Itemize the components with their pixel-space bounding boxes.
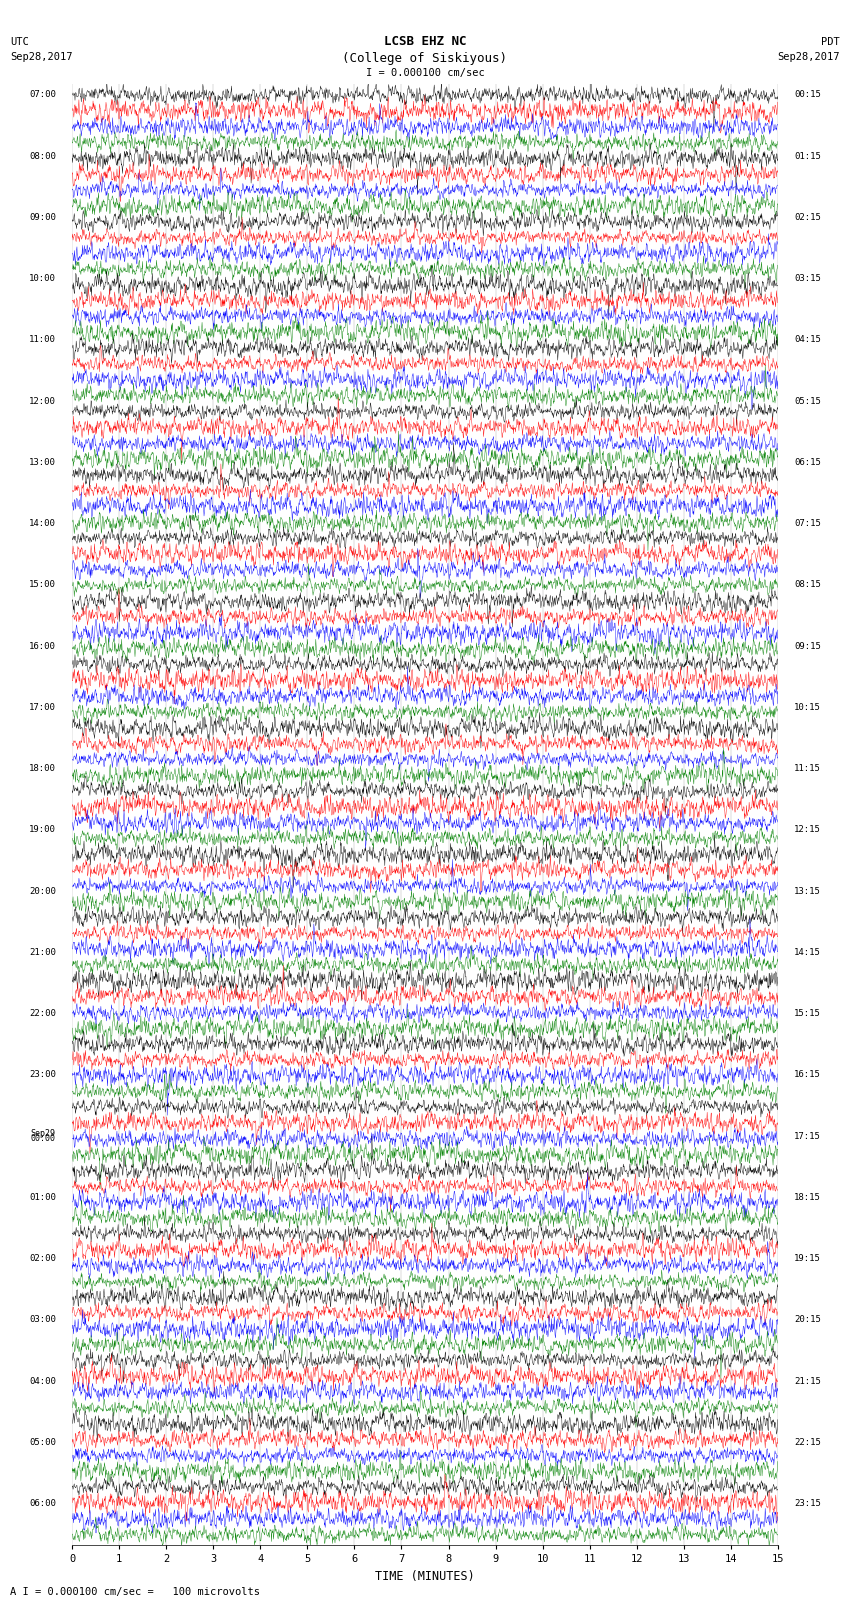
Text: 19:15: 19:15 (794, 1253, 821, 1263)
Text: 07:00: 07:00 (29, 90, 56, 100)
Text: 11:00: 11:00 (29, 336, 56, 345)
Text: 08:15: 08:15 (794, 581, 821, 589)
Text: 15:00: 15:00 (29, 581, 56, 589)
Text: 15:15: 15:15 (794, 1010, 821, 1018)
Text: 12:00: 12:00 (29, 397, 56, 405)
Text: 02:15: 02:15 (794, 213, 821, 223)
X-axis label: TIME (MINUTES): TIME (MINUTES) (375, 1569, 475, 1582)
Text: 20:15: 20:15 (794, 1315, 821, 1324)
Text: 00:15: 00:15 (794, 90, 821, 100)
Text: 05:00: 05:00 (29, 1437, 56, 1447)
Text: 01:00: 01:00 (29, 1194, 56, 1202)
Text: A I = 0.000100 cm/sec =   100 microvolts: A I = 0.000100 cm/sec = 100 microvolts (10, 1587, 260, 1597)
Text: Sep28,2017: Sep28,2017 (777, 52, 840, 61)
Text: 17:00: 17:00 (29, 703, 56, 711)
Text: 08:00: 08:00 (29, 152, 56, 161)
Text: 23:00: 23:00 (29, 1071, 56, 1079)
Text: 09:15: 09:15 (794, 642, 821, 650)
Text: 00:00: 00:00 (31, 1134, 56, 1144)
Text: 20:00: 20:00 (29, 887, 56, 895)
Text: 06:00: 06:00 (29, 1498, 56, 1508)
Text: 13:00: 13:00 (29, 458, 56, 466)
Text: 23:15: 23:15 (794, 1498, 821, 1508)
Text: Sep28,2017: Sep28,2017 (10, 52, 73, 61)
Text: 22:00: 22:00 (29, 1010, 56, 1018)
Text: 02:00: 02:00 (29, 1253, 56, 1263)
Text: 13:15: 13:15 (794, 887, 821, 895)
Text: 04:00: 04:00 (29, 1376, 56, 1386)
Text: I = 0.000100 cm/sec: I = 0.000100 cm/sec (366, 68, 484, 77)
Text: 22:15: 22:15 (794, 1437, 821, 1447)
Text: 11:15: 11:15 (794, 765, 821, 773)
Text: 10:00: 10:00 (29, 274, 56, 284)
Text: 17:15: 17:15 (794, 1132, 821, 1140)
Text: 16:00: 16:00 (29, 642, 56, 650)
Text: 16:15: 16:15 (794, 1071, 821, 1079)
Text: 05:15: 05:15 (794, 397, 821, 405)
Text: PDT: PDT (821, 37, 840, 47)
Text: UTC: UTC (10, 37, 29, 47)
Text: LCSB EHZ NC: LCSB EHZ NC (383, 35, 467, 48)
Text: 19:00: 19:00 (29, 826, 56, 834)
Text: 12:15: 12:15 (794, 826, 821, 834)
Text: 09:00: 09:00 (29, 213, 56, 223)
Text: 10:15: 10:15 (794, 703, 821, 711)
Text: (College of Siskiyous): (College of Siskiyous) (343, 52, 507, 65)
Text: 07:15: 07:15 (794, 519, 821, 527)
Text: 21:15: 21:15 (794, 1376, 821, 1386)
Text: 03:00: 03:00 (29, 1315, 56, 1324)
Text: 14:00: 14:00 (29, 519, 56, 527)
Text: 14:15: 14:15 (794, 948, 821, 957)
Text: 18:00: 18:00 (29, 765, 56, 773)
Text: 04:15: 04:15 (794, 336, 821, 345)
Text: Sep29: Sep29 (31, 1129, 56, 1139)
Text: 03:15: 03:15 (794, 274, 821, 284)
Text: 21:00: 21:00 (29, 948, 56, 957)
Text: 01:15: 01:15 (794, 152, 821, 161)
Text: 06:15: 06:15 (794, 458, 821, 466)
Text: 18:15: 18:15 (794, 1194, 821, 1202)
